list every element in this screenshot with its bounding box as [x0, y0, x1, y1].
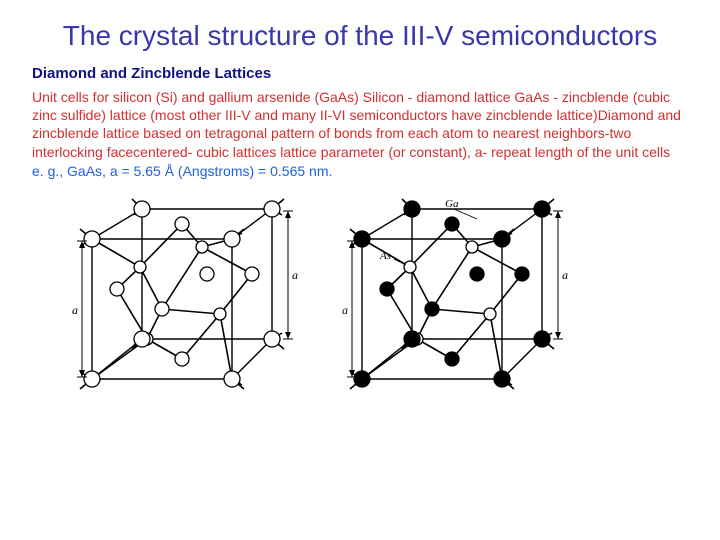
svg-text:a: a [562, 268, 568, 282]
example-line: e. g., GaAs, a = 5.65 Å (Angstroms) = 0.… [32, 163, 688, 179]
zincblende-lattice-figure: a a Ga As [322, 189, 572, 404]
svg-text:Ga: Ga [445, 198, 459, 210]
svg-text:a: a [342, 303, 348, 317]
diamond-lattice-svg: aa [52, 189, 302, 399]
subtitle: Diamond and Zincblende Lattices [32, 65, 692, 82]
body-paragraph: Unit cells for silicon (Si) and gallium … [32, 88, 688, 161]
page-title: The crystal structure of the III-V semic… [28, 18, 692, 53]
diamond-lattice-figure: aa [52, 189, 302, 404]
svg-text:As: As [379, 250, 391, 262]
svg-text:a: a [292, 268, 298, 282]
svg-text:a: a [72, 303, 78, 317]
zincblende-lattice-svg: a a Ga As [322, 189, 572, 399]
figure-row: aa aaGaAs [52, 189, 692, 404]
